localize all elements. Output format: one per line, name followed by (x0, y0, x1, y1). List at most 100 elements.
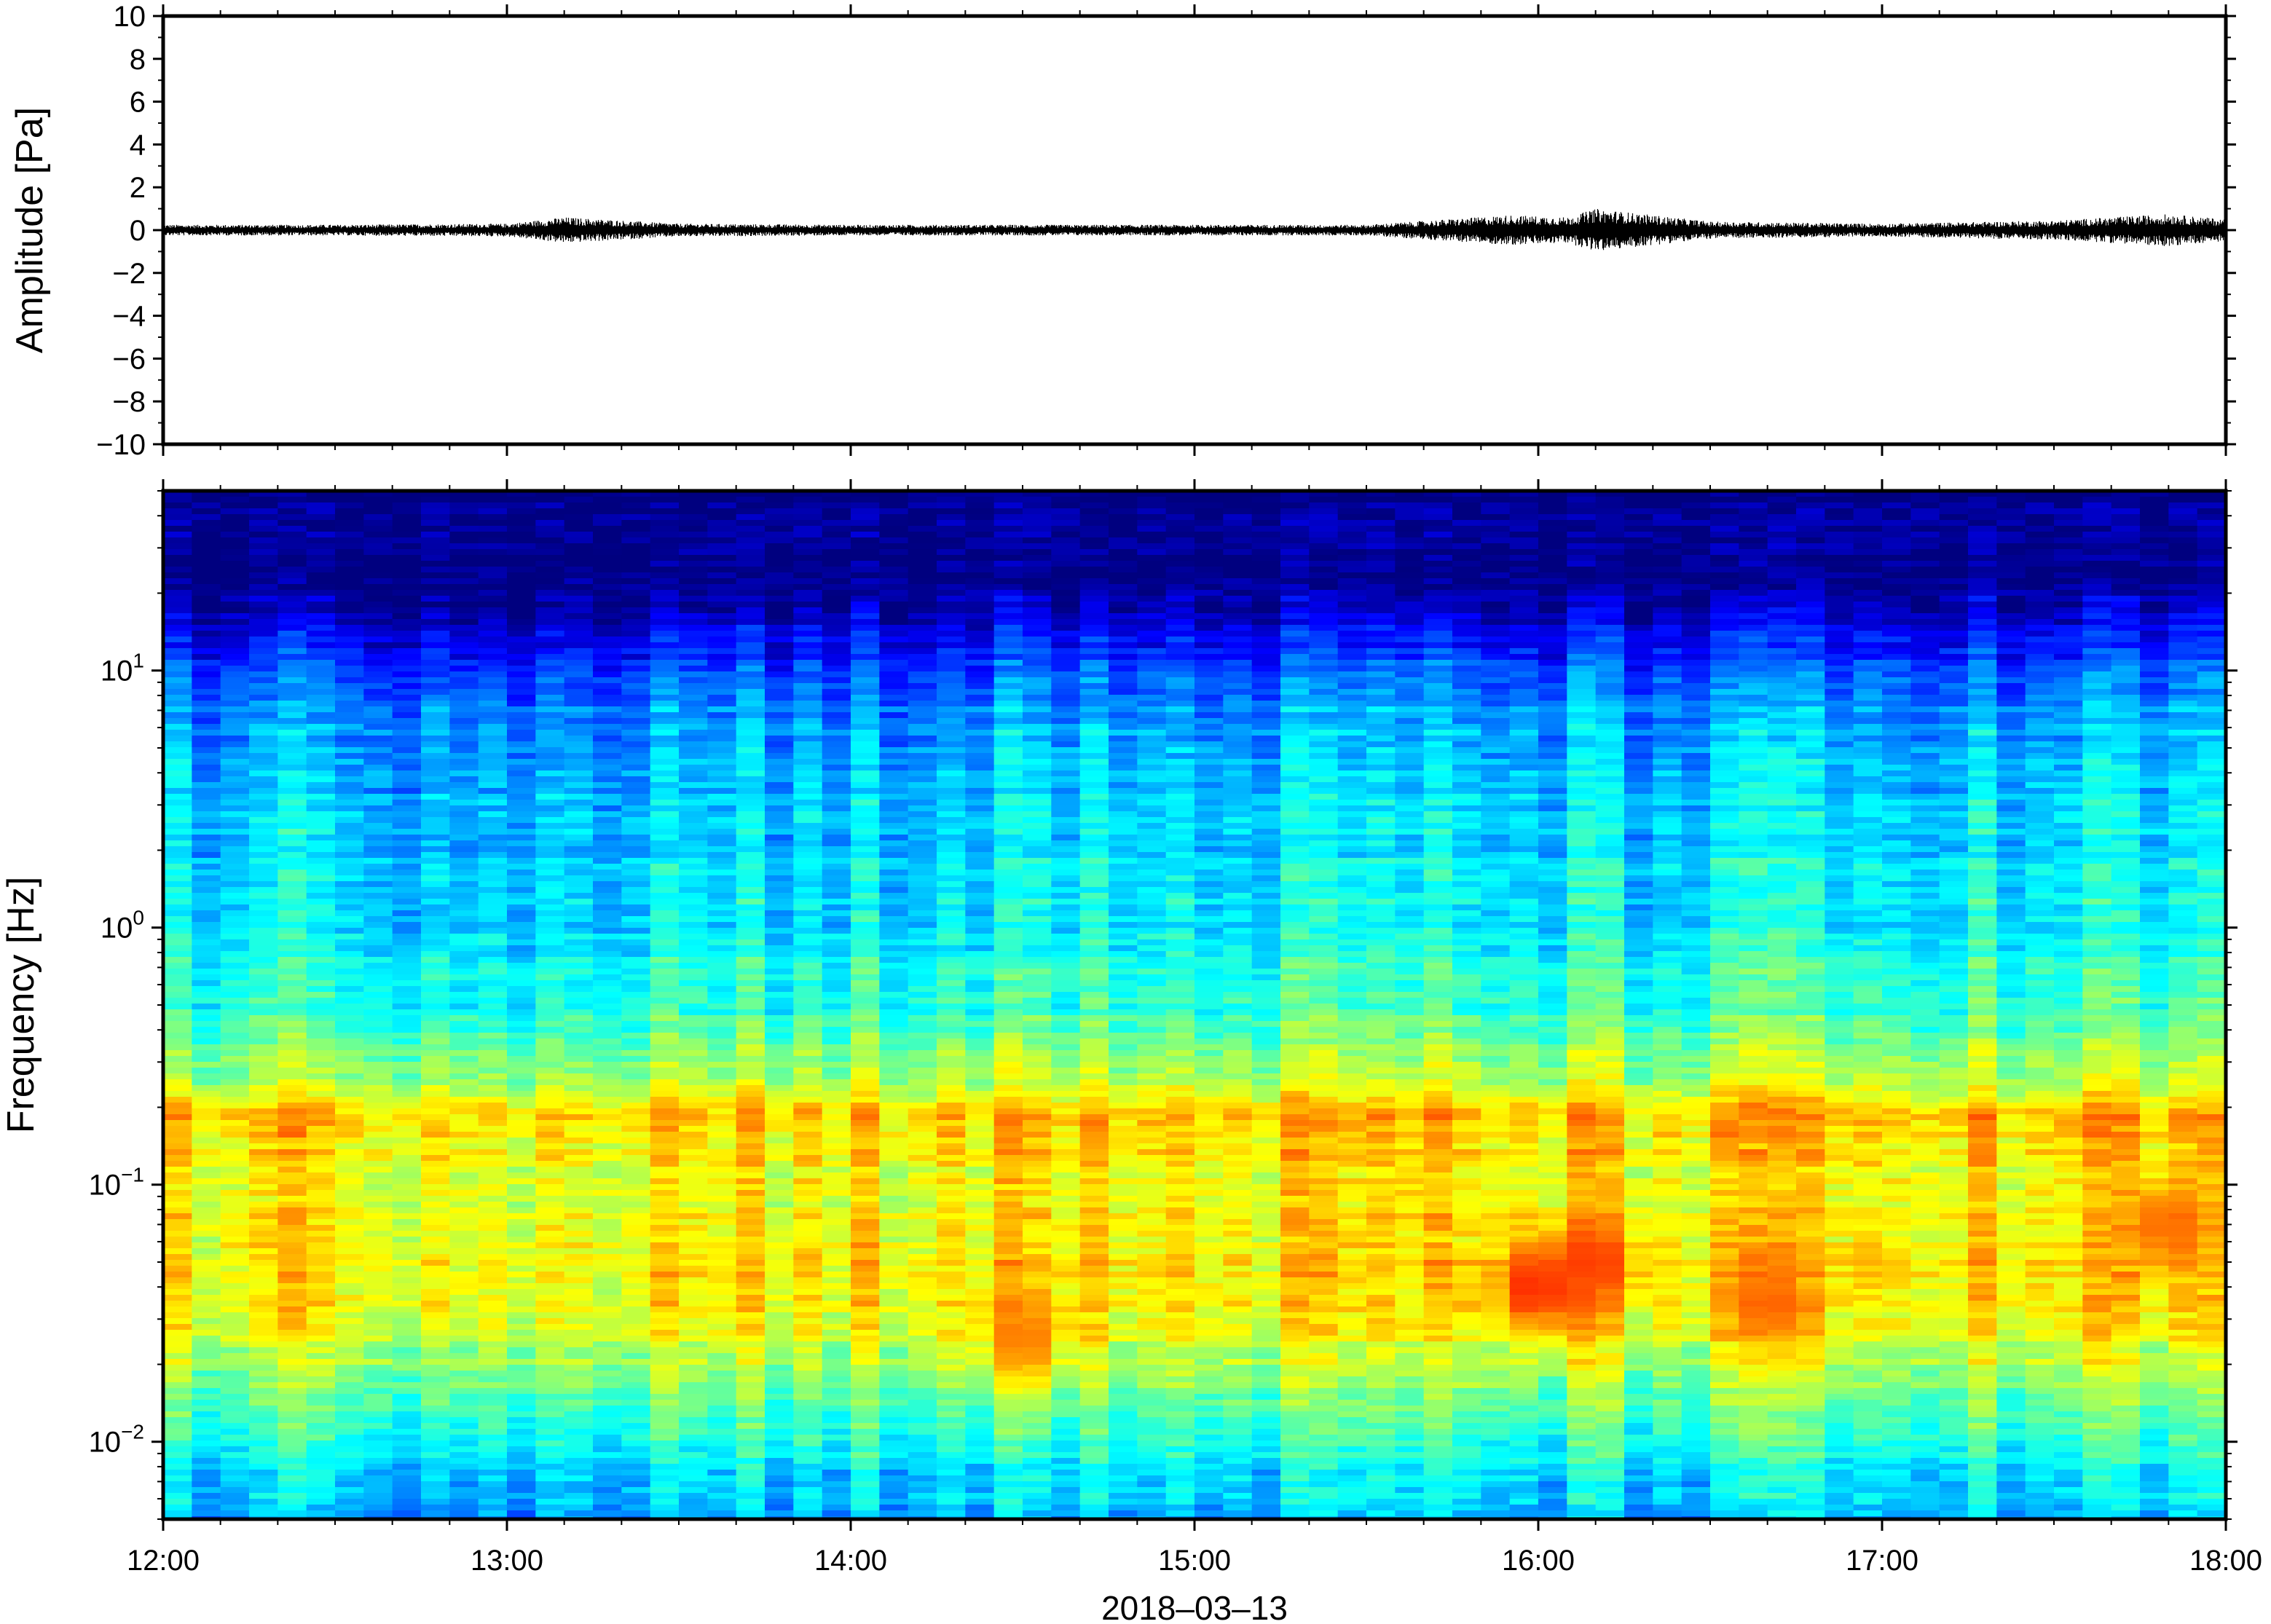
spectrogram-cell (1825, 631, 1854, 637)
spectrogram-cell (564, 788, 594, 795)
spectrogram-cell (249, 759, 279, 765)
spectrogram-cell (1223, 800, 1253, 806)
spectrogram-cell (335, 602, 365, 608)
spectrogram-cell (507, 747, 537, 754)
spectrogram-cell (2197, 753, 2226, 760)
spectrogram-cell (707, 532, 737, 538)
spectrogram-cell (1882, 805, 1912, 812)
spectrogram-cell (1968, 759, 1998, 765)
spectrogram-cell (1825, 706, 1854, 713)
spectrogram-cell (249, 491, 279, 497)
spectrogram-cell (1595, 794, 1625, 800)
spectrogram-cell (765, 666, 795, 672)
spectrogram-cell (2054, 753, 2084, 760)
spectrogram-cell (535, 782, 565, 789)
spectrogram-cell (2197, 788, 2226, 795)
spectrogram-cell (1280, 870, 1310, 876)
spectrogram-cell (1996, 502, 2026, 509)
spectrogram-cell (421, 561, 451, 567)
spectrogram-cell (1109, 718, 1138, 725)
spectrogram-cell (2025, 532, 2055, 538)
spectrogram-cell (593, 689, 623, 695)
spectrogram-cell (679, 613, 709, 620)
spectrogram-cell (392, 642, 422, 649)
spectrogram-cell (793, 765, 823, 771)
spectrogram-cell (593, 794, 623, 800)
spectrogram-cell (535, 852, 565, 859)
spectrogram-cell (1051, 811, 1081, 818)
spectrogram-cell (650, 561, 680, 567)
spectrogram-cell (650, 712, 680, 719)
spectrogram-cell (1366, 654, 1396, 661)
spectrogram-cell (1624, 724, 1654, 730)
spectrogram-cell (1337, 660, 1367, 666)
spectrogram-cell (736, 590, 765, 596)
spectrogram-cell (1538, 543, 1568, 550)
spectrogram-cell (707, 607, 737, 614)
spectrogram-cell (2025, 852, 2055, 859)
spectrogram-cell (1366, 770, 1396, 777)
spectrogram-cell (507, 532, 537, 538)
spectrogram-cell (2025, 619, 2055, 626)
spectrogram-cell (1194, 811, 1224, 818)
spectrogram-cell (2111, 561, 2141, 567)
spectrogram-cell (1079, 584, 1109, 591)
spectrogram-cell (1223, 846, 1253, 853)
spectrogram-cell (1567, 875, 1597, 882)
spectrogram-cell (707, 631, 737, 637)
spectrogram-cell (908, 555, 937, 561)
spectrogram-cell (851, 549, 881, 556)
spectrogram-cell (1538, 718, 1568, 725)
spectrogram-cell (851, 689, 881, 695)
spectrogram-cell (908, 794, 937, 800)
spectrogram-cell (1681, 654, 1711, 661)
spectrogram-cell (2140, 514, 2170, 521)
spectrogram-cell (908, 782, 937, 789)
spectrogram-cell (2082, 578, 2112, 585)
spectrogram-cell (707, 846, 737, 853)
spectrogram-cell (1137, 683, 1167, 690)
spectrogram-cell (2082, 800, 2112, 806)
spectrogram-cell (392, 671, 422, 678)
spectrogram-cell (1079, 625, 1109, 631)
spectrogram-cell (1509, 636, 1539, 643)
spectrogram-cell (249, 718, 279, 725)
spectrogram-cell (1710, 590, 1740, 596)
spectrogram-cell (421, 741, 451, 748)
spectrogram-cell (621, 765, 651, 771)
spectrogram-cell (1023, 572, 1052, 579)
spectrogram-cell (1996, 765, 2026, 771)
spectrogram-cell (1395, 805, 1425, 812)
spectrogram-cell (278, 747, 307, 754)
spectrogram-cell (1023, 881, 1052, 888)
spectrogram-cell (621, 549, 651, 556)
spectrogram-cell (1395, 736, 1425, 742)
spectrogram-cell (1509, 590, 1539, 596)
spectrogram-cell (1023, 858, 1052, 864)
spectrogram-cell (879, 578, 909, 585)
spectrogram-cell (1567, 602, 1597, 608)
spectrogram-cell (1280, 543, 1310, 550)
spectrogram-cell (1223, 543, 1253, 550)
spectrogram-cell (1423, 631, 1453, 637)
spectrogram-cell (851, 648, 881, 655)
spectrogram-cell (1309, 835, 1339, 841)
spectrogram-cell (306, 578, 336, 585)
spectrogram-cell (1624, 770, 1654, 777)
spectrogram-cell (1653, 561, 1682, 567)
spectrogram-cell (2025, 741, 2055, 748)
spectrogram-cell (1595, 870, 1625, 876)
spectrogram-cell (2025, 875, 2055, 882)
spectrogram-cell (1165, 701, 1195, 707)
spectrogram-cell (1796, 502, 1826, 509)
spectrogram-cell (1452, 671, 1482, 678)
spectrogram-cell (937, 648, 967, 655)
spectrogram-cell (535, 701, 565, 707)
spectrogram-cell (1710, 584, 1740, 591)
spectrogram-cell (908, 689, 937, 695)
spectrogram-cell (1165, 502, 1195, 509)
spectrogram-cell (392, 701, 422, 707)
spectrogram-cell (2140, 549, 2170, 556)
spectrogram-cell (1653, 823, 1682, 829)
spectrogram-cell (1337, 671, 1367, 678)
